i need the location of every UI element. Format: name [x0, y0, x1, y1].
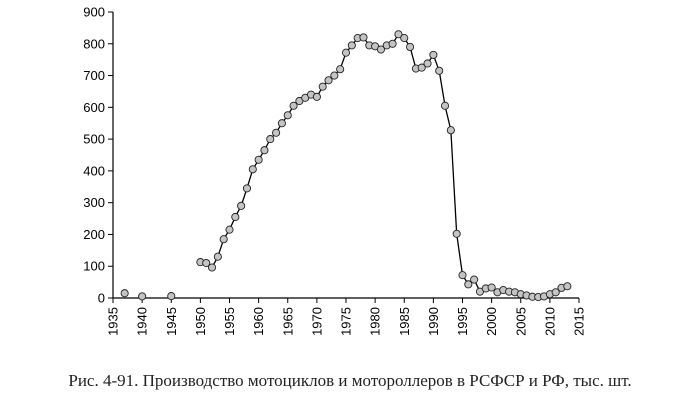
data-point: [330, 71, 339, 80]
x-tick-label: 2005: [513, 307, 528, 336]
data-point: [266, 135, 275, 144]
data-point: [324, 76, 333, 85]
data-point: [219, 235, 228, 244]
x-tick-label: 1995: [455, 307, 470, 336]
y-tick-label: 900: [83, 5, 105, 20]
data-point: [336, 65, 345, 74]
data-point: [394, 30, 403, 39]
data-point: [318, 82, 327, 91]
y-tick-label: 400: [83, 163, 105, 178]
figure-caption: Рис. 4-91. Производство мотоциклов и мот…: [68, 371, 632, 390]
data-point: [400, 34, 409, 43]
x-tick-label: 1990: [426, 307, 441, 336]
line-chart: 0 100 200 300 400 500 600 700 800 900 1935 1940 1945…: [83, 5, 586, 336]
x-tick-label: 1935: [106, 307, 121, 336]
y-tick-label: 600: [83, 100, 105, 115]
data-point: [283, 111, 292, 120]
data-point: [231, 212, 240, 222]
data-point: [452, 229, 461, 238]
tick-labels: 0 100 200 300 400 500 600 700 800 900 1935 1940 1945…: [83, 5, 586, 336]
data-point: [429, 50, 438, 59]
data-point: [464, 280, 473, 289]
y-tick-label: 0: [98, 291, 105, 306]
x-tick-label: 1950: [193, 307, 208, 336]
y-tick-label: 500: [83, 132, 105, 147]
x-tick-label: 1945: [164, 307, 179, 336]
data-point: [213, 252, 222, 261]
data-point: [254, 155, 263, 164]
data-point: [563, 282, 572, 291]
data-point: [446, 126, 455, 135]
data-point: [435, 66, 444, 75]
data-point: [225, 225, 234, 234]
x-tick-label: 2010: [542, 307, 557, 336]
data-point: [289, 101, 298, 110]
data-point: [260, 146, 269, 155]
y-tick-label: 100: [83, 259, 105, 274]
data-point: [120, 289, 129, 298]
chart-axes: [108, 11, 580, 303]
y-tick-label: 200: [83, 227, 105, 242]
x-tick-label: 2000: [484, 307, 499, 336]
data-point: [341, 48, 351, 57]
data-point: [272, 128, 281, 137]
y-tick-label: 300: [83, 195, 105, 210]
data-point: [207, 263, 217, 272]
data-point: [248, 165, 257, 174]
data-point: [138, 292, 147, 301]
series-production: [120, 30, 572, 302]
data-point: [551, 288, 560, 297]
data-point: [417, 63, 426, 72]
data-point: [277, 119, 286, 128]
x-tick-label: 1980: [368, 307, 383, 336]
data-point: [376, 45, 386, 54]
data-point: [487, 283, 496, 292]
data-point: [458, 271, 467, 280]
y-tick-label: 700: [83, 68, 105, 83]
x-tick-label: 2015: [572, 307, 587, 336]
data-point: [202, 258, 211, 268]
data-point: [359, 33, 368, 42]
series-line: [200, 33, 568, 298]
y-tick-label: 800: [83, 36, 105, 51]
data-point: [312, 92, 321, 101]
data-point: [347, 41, 356, 50]
data-point: [242, 184, 252, 193]
x-tick-label: 1975: [339, 307, 354, 336]
data-point: [388, 39, 397, 48]
data-point: [167, 292, 176, 301]
x-tick-label: 1955: [222, 307, 237, 336]
data-point: [440, 101, 450, 110]
data-point: [423, 59, 432, 68]
x-tick-label: 1985: [397, 307, 412, 336]
x-tick-label: 1970: [309, 307, 324, 336]
x-tick-label: 1965: [280, 307, 295, 336]
x-tick-label: 1960: [251, 307, 266, 336]
x-tick-label: 1940: [135, 307, 150, 336]
data-point: [237, 201, 246, 210]
data-point: [470, 275, 479, 284]
data-point: [406, 42, 415, 52]
